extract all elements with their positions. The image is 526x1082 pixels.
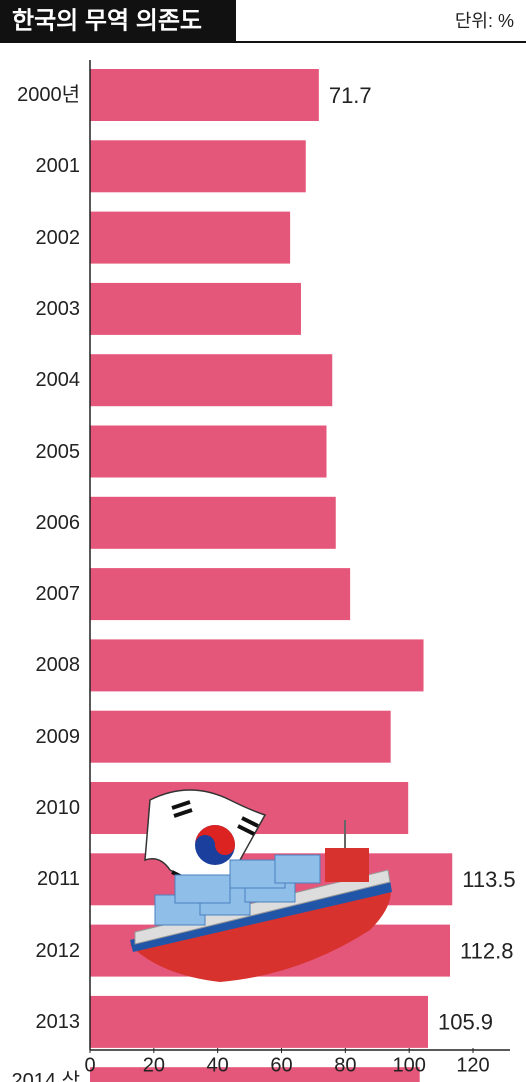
bar (90, 282, 301, 335)
x-tick-label: 60 (270, 1054, 292, 1076)
value-label: 113.5 (462, 867, 515, 892)
y-tick-label: 2001 (35, 155, 81, 178)
bar (90, 639, 424, 692)
y-tick-label: 2002 (35, 226, 81, 249)
x-tick-label: 120 (456, 1054, 489, 1076)
illustration (130, 789, 392, 982)
x-tick-label: 20 (143, 1054, 165, 1076)
y-tick-label: 2000년 (17, 84, 80, 106)
y-tick-label: 2003 (35, 297, 81, 320)
y-tick-label: 2007 (35, 583, 81, 606)
bar (90, 69, 319, 121)
y-tick-label: 2014 상반기 (11, 1070, 80, 1082)
x-tick-label: 40 (207, 1054, 229, 1076)
bar (90, 354, 333, 407)
y-tick-label: 2008 (35, 654, 81, 677)
value-label: 112.8 (460, 938, 513, 963)
bar (90, 568, 351, 621)
y-tick-label: 2009 (35, 725, 81, 748)
unit-label: 단위: % (455, 11, 514, 31)
y-tick-label: 2004 (35, 369, 81, 392)
bar (90, 425, 327, 478)
value-label: 105.9 (438, 1010, 493, 1035)
bar (90, 1067, 420, 1082)
y-tick-label: 2011 (36, 868, 80, 891)
bar (90, 710, 391, 763)
bar (90, 140, 306, 193)
y-tick-label: 2012 (35, 939, 81, 962)
y-tick-label: 2005 (35, 440, 81, 463)
y-tick-label: 2013 (35, 1010, 81, 1033)
value-label: 71.7 (329, 83, 372, 108)
x-tick-label: 100 (392, 1054, 425, 1076)
y-tick-label: 2010 (35, 797, 81, 819)
x-tick-label: 0 (84, 1054, 95, 1076)
chart-title: 한국의 무역 의존도 (12, 7, 202, 34)
bar (90, 496, 336, 549)
bar (90, 211, 291, 264)
y-tick-label: 2006 (35, 511, 81, 534)
x-tick-label: 80 (334, 1054, 356, 1076)
bar (90, 995, 428, 1048)
title-bar (0, 0, 236, 42)
